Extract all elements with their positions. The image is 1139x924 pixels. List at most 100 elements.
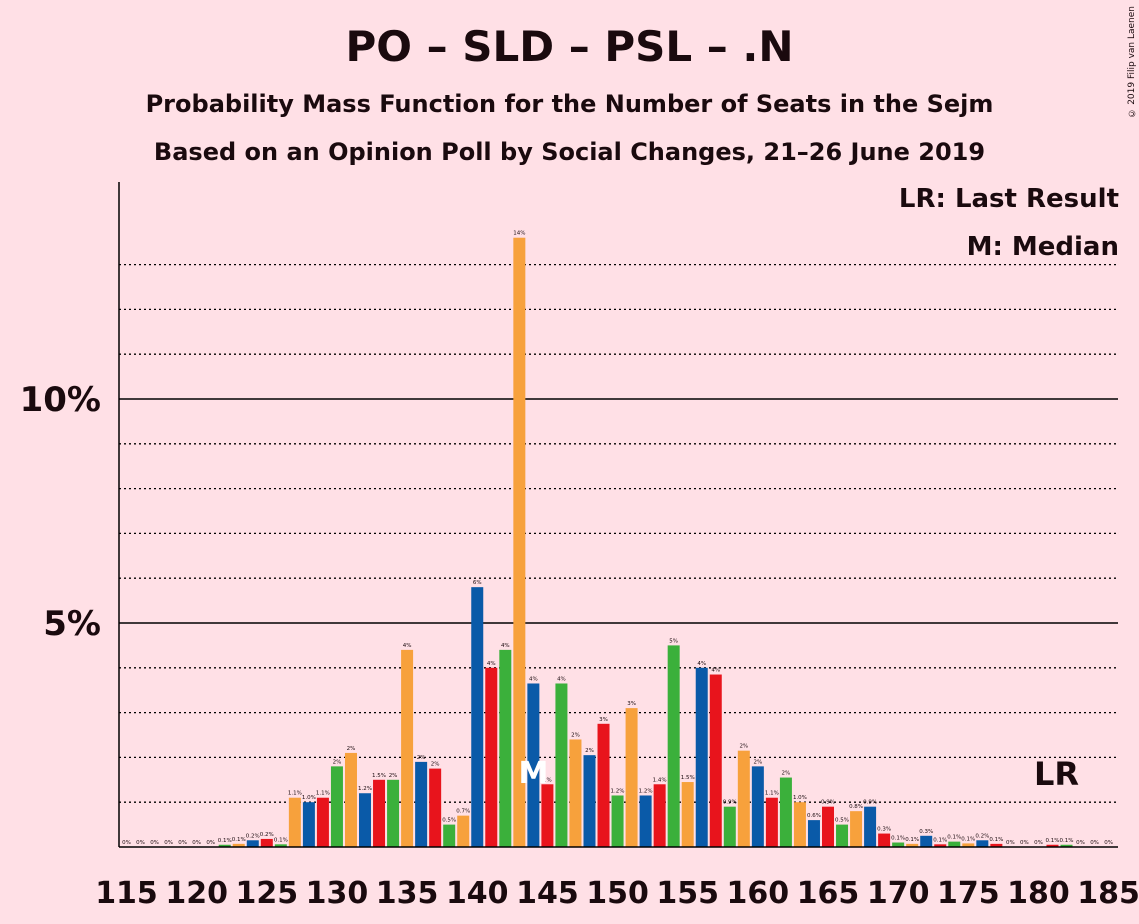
x-tick-label: 160 — [727, 876, 790, 911]
bar-value-label: 0% — [1006, 840, 1015, 846]
bar — [316, 797, 329, 847]
x-tick-label: 145 — [516, 876, 579, 911]
bar — [948, 841, 961, 847]
bar-value-label: 0.7% — [456, 809, 470, 815]
bar — [667, 645, 680, 847]
bar-value-label: 4% — [501, 643, 510, 649]
bar — [765, 797, 778, 847]
x-tick-label: 185 — [1077, 876, 1139, 911]
x-tick-label: 175 — [937, 876, 1000, 911]
bar — [415, 761, 428, 847]
bar-value-label: 0.8% — [849, 804, 863, 810]
bar-value-label: 0.1% — [1060, 838, 1074, 844]
bar-value-label: 0.1% — [933, 837, 947, 843]
bar — [962, 843, 975, 847]
x-tick-label: 180 — [1007, 876, 1070, 911]
bar-value-label: 0% — [206, 840, 215, 846]
bar-value-label: 2% — [571, 732, 580, 738]
bar-value-label: 0.6% — [807, 813, 821, 819]
bar — [429, 768, 442, 847]
x-tick-label: 125 — [235, 876, 298, 911]
bars: 0% 0% 0% 0% 0% 0% 0% 0.1% 0.1%0.2% 0.2%0.1%1.1%1.… — [122, 231, 1113, 848]
bar — [850, 811, 863, 847]
bar-value-label: 5% — [669, 638, 678, 644]
bar — [611, 795, 624, 847]
bar-value-label: 14% — [513, 231, 525, 237]
bar — [639, 795, 652, 847]
x-tick-label: 130 — [306, 876, 369, 911]
bar — [934, 844, 947, 847]
bar-value-label: 0% — [192, 840, 201, 846]
bar-value-label: 6% — [473, 580, 482, 586]
chart-subtitle-method: Probability Mass Function for the Number… — [145, 90, 994, 118]
bar-value-label: 1.4% — [653, 777, 667, 783]
bar-value-label: 0% — [1090, 840, 1099, 846]
bar-value-label: 0.9% — [821, 800, 835, 806]
bar-value-label: 0.3% — [919, 829, 933, 835]
bar-value-label: 0.9% — [723, 800, 737, 806]
bar-value-label: 0.1% — [232, 837, 246, 843]
bar-value-label: 0% — [164, 840, 173, 846]
bar — [330, 766, 343, 847]
bar — [302, 802, 315, 847]
bar — [597, 723, 610, 847]
bar — [288, 797, 301, 847]
bar — [457, 815, 470, 847]
x-tick-label: 165 — [797, 876, 860, 911]
bar — [807, 820, 820, 847]
x-tick-label: 155 — [656, 876, 719, 911]
bar — [499, 649, 512, 847]
bar-value-label: 1.2% — [639, 788, 653, 794]
bar-value-label: 1% — [543, 777, 552, 783]
y-tick-label: 5% — [43, 604, 101, 644]
bar — [822, 806, 834, 847]
bar — [527, 683, 540, 847]
bar-value-label: 0.2% — [975, 833, 989, 839]
bar — [555, 683, 568, 847]
bar-value-label: 0.9% — [863, 800, 877, 806]
bar-value-label: 1.1% — [316, 791, 330, 797]
bar-value-label: 3% — [627, 701, 636, 707]
bar — [836, 824, 849, 847]
legend-last-result: LR: Last Result — [898, 184, 1119, 214]
bar-value-label: 0% — [178, 840, 187, 846]
bar-value-label: 0.1% — [947, 835, 961, 841]
bar-value-label: 2% — [585, 748, 594, 754]
x-tick-label: 120 — [165, 876, 228, 911]
bar-value-label: 0.1% — [218, 838, 232, 844]
bar-value-label: 0.1% — [274, 837, 288, 843]
bar — [709, 674, 722, 847]
bar — [864, 806, 877, 847]
bar — [625, 708, 638, 847]
bar-value-label: 1.2% — [611, 788, 625, 794]
bar-value-label: 1.0% — [302, 795, 316, 801]
bar — [653, 784, 666, 847]
bar-value-label: 0.5% — [442, 818, 456, 824]
bar-value-label: 0% — [1076, 840, 1085, 846]
median-marker: M — [518, 756, 548, 791]
bar — [878, 833, 891, 847]
bar — [583, 755, 596, 847]
bar-value-label: 2% — [782, 771, 791, 777]
bar-value-label: 0.1% — [961, 836, 975, 842]
bar-value-label: 4% — [487, 661, 496, 667]
bar-value-label: 1.2% — [358, 786, 372, 792]
bar-value-label: 2% — [753, 759, 762, 765]
bar — [723, 806, 736, 847]
bar-value-label: 0.5% — [835, 818, 849, 824]
bar — [892, 842, 905, 847]
bar — [737, 750, 750, 847]
bar-value-label: 0% — [136, 840, 145, 846]
bar — [218, 844, 231, 847]
bar-value-label: 1.5% — [372, 773, 386, 779]
bar-value-label: 4% — [557, 676, 566, 682]
bar — [976, 840, 989, 847]
bar — [793, 802, 806, 847]
bar — [906, 843, 919, 847]
bar-value-label: 0.1% — [1045, 838, 1059, 844]
markers: M LR — [518, 755, 1079, 793]
chart-subtitle-poll: Based on an Opinion Poll by Social Chang… — [153, 138, 986, 166]
bar-value-label: 2% — [389, 773, 398, 779]
x-tick-label: 150 — [586, 876, 649, 911]
